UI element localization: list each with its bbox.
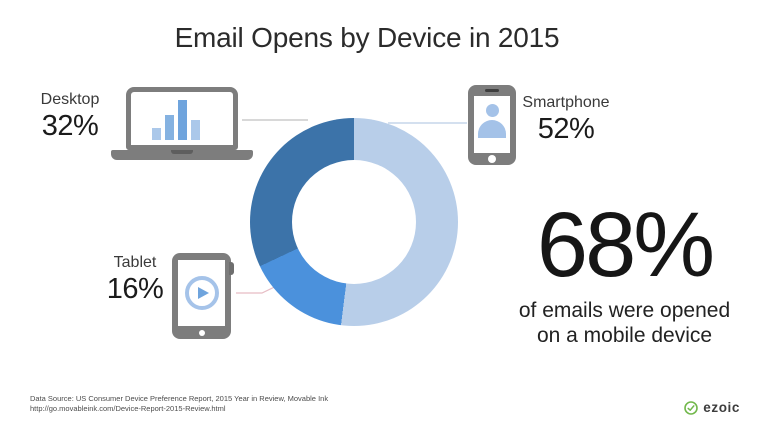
ezoic-logo: ezoic [684, 400, 740, 415]
tablet-side-button [229, 262, 234, 275]
bar-chart-icon-bar [191, 120, 200, 140]
bar-chart-icon-bar [178, 100, 187, 140]
laptop-base [111, 150, 253, 160]
page-title: Email Opens by Device in 2015 [174, 22, 560, 53]
smartphone-stat: Smartphone 52% [520, 93, 612, 146]
laptop-notch [171, 150, 193, 154]
bar-chart-icon-bar [165, 115, 174, 140]
mobile-caption: of emails were opened on a mobile device [502, 298, 747, 348]
smartphone-icon [468, 85, 516, 165]
tablet-icon [172, 253, 234, 339]
laptop-icon [111, 87, 253, 162]
bar-chart-icon-bar [152, 128, 161, 140]
play-icon-triangle [198, 286, 209, 299]
tablet-screen [178, 260, 225, 326]
ezoic-logo-text: ezoic [703, 400, 740, 415]
person-icon [485, 104, 499, 117]
mobile-percentage: 68% [536, 194, 715, 296]
donut-chart-hole [292, 160, 416, 284]
tablet-home-button [198, 330, 205, 336]
bar-chart-icon [152, 100, 200, 140]
data-source: Data Source: US Consumer Device Preferen… [30, 394, 328, 414]
phone-screen [474, 96, 510, 153]
mobile-caption-line2: on a mobile device [536, 323, 713, 347]
donut-chart [250, 118, 458, 326]
person-icon-body [478, 120, 506, 138]
phone-speaker [485, 89, 499, 92]
tablet-stat: Tablet 16% [95, 253, 175, 306]
phone-home-button [488, 155, 496, 163]
data-source-url: http://go.movableink.com/Device-Report-2… [30, 404, 226, 413]
laptop-screen [126, 87, 238, 150]
tablet-label: Tablet [113, 254, 157, 271]
smartphone-value: 52% [537, 113, 595, 145]
desktop-stat: Desktop 32% [30, 90, 110, 143]
desktop-value: 32% [41, 110, 99, 142]
smartphone-label: Smartphone [522, 94, 610, 111]
mobile-highlight: 68% of emails were opened on a mobile de… [502, 194, 747, 348]
ezoic-logo-icon [684, 400, 699, 415]
mobile-caption-line1: of emails were opened [518, 298, 731, 322]
tablet-value: 16% [106, 273, 164, 305]
data-source-line1: Data Source: US Consumer Device Preferen… [30, 394, 329, 403]
desktop-label: Desktop [40, 91, 100, 108]
